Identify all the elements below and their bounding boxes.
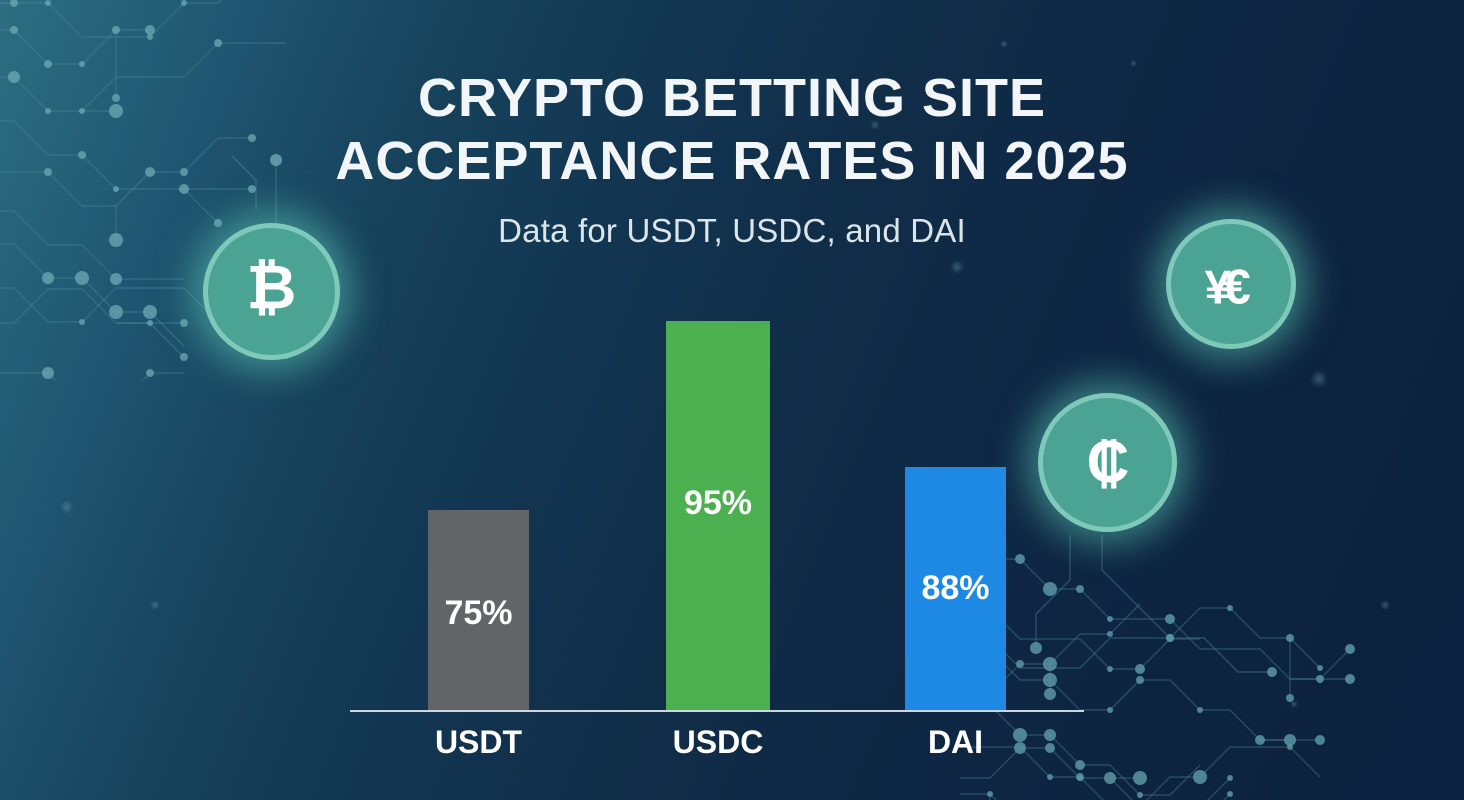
svg-text:€: € [1223,260,1250,314]
svg-text:C: C [1086,428,1129,495]
svg-text:₿: ₿ [246,254,296,323]
